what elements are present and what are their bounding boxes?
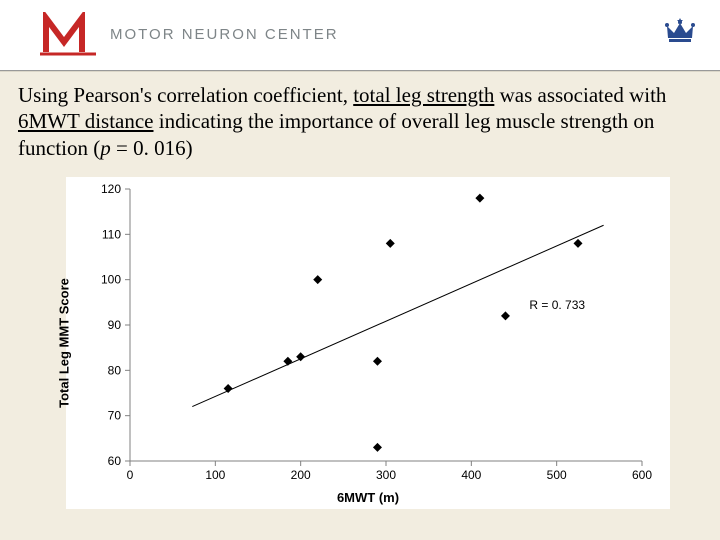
para-pre: Using Pearson's correlation coefficient, (18, 83, 353, 107)
svg-text:200: 200 (291, 468, 311, 482)
para-mid: was associated with (494, 83, 666, 107)
svg-text:70: 70 (108, 409, 122, 423)
chart-x-axis-label: 6MWT (m) (66, 490, 670, 505)
svg-text:0: 0 (127, 468, 134, 482)
svg-text:60: 60 (108, 454, 122, 468)
para-ul2: 6MWT distance (18, 109, 154, 133)
crown-icon (662, 16, 698, 57)
chart-y-axis-label: Total Leg MMT Score (57, 278, 72, 408)
svg-text:90: 90 (108, 318, 122, 332)
org-name: MOTOR NEURON CENTER (110, 26, 339, 43)
svg-text:110: 110 (102, 227, 121, 241)
para-p-italic: p (100, 136, 111, 160)
org-logo: MOTOR NEURON CENTER (40, 12, 339, 56)
body-paragraph: Using Pearson's correlation coefficient,… (18, 82, 702, 161)
slide-body: Using Pearson's correlation coefficient,… (0, 71, 720, 540)
svg-text:400: 400 (461, 468, 481, 482)
svg-text:100: 100 (101, 273, 121, 287)
para-post2: = 0. 016) (111, 136, 193, 160)
slide-header: MOTOR NEURON CENTER (0, 0, 720, 71)
chart-canvas: 60 70 80 90 100 110 120 0 100 200 300 400 500 600 (66, 177, 670, 509)
para-ul1: total leg strength (353, 83, 494, 107)
svg-text:300: 300 (376, 468, 396, 482)
scatter-chart: Total Leg MMT Score 60708090100110120010… (66, 177, 670, 509)
svg-text:120: 120 (101, 182, 121, 196)
chart-annotation-r: R = 0. 733 (529, 298, 585, 312)
logo-mark-icon (40, 12, 96, 56)
svg-text:600: 600 (632, 468, 652, 482)
svg-text:100: 100 (205, 468, 225, 482)
svg-text:80: 80 (108, 363, 122, 377)
svg-text:500: 500 (547, 468, 567, 482)
